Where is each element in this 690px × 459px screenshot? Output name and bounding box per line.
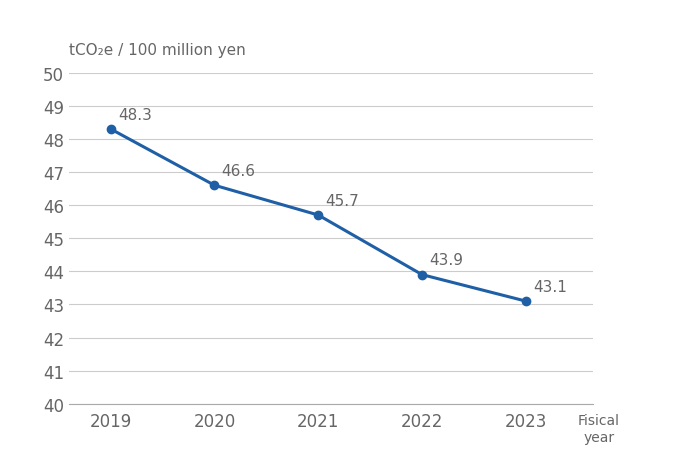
Text: 46.6: 46.6 xyxy=(221,163,256,179)
Text: tCO₂e / 100 million yen: tCO₂e / 100 million yen xyxy=(69,42,246,57)
Text: 43.1: 43.1 xyxy=(533,279,567,294)
Text: Fisical
year: Fisical year xyxy=(578,413,620,444)
Text: 45.7: 45.7 xyxy=(326,193,359,208)
Text: 43.9: 43.9 xyxy=(429,253,463,268)
Text: 48.3: 48.3 xyxy=(118,107,152,123)
